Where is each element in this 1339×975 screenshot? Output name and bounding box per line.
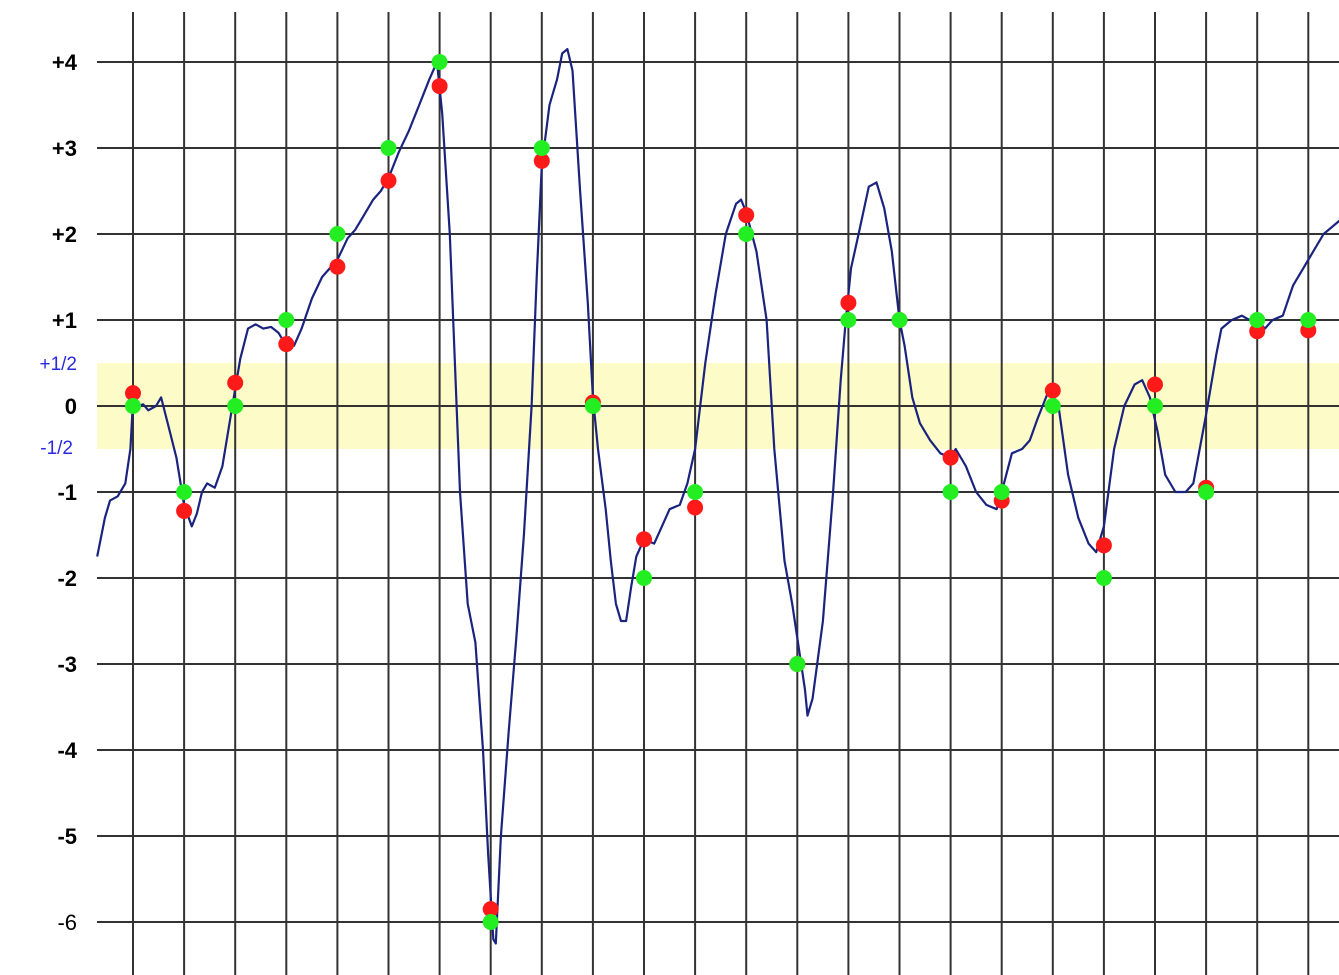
- quantized-point: [227, 398, 244, 414]
- quantized-point: [1249, 312, 1266, 328]
- quantized-point: [1198, 484, 1215, 500]
- sample-point: [636, 531, 652, 548]
- quantized-point: [176, 484, 193, 500]
- y-tick-label: -3: [57, 652, 77, 677]
- quantized-point: [789, 656, 806, 672]
- quantized-point: [1095, 570, 1112, 586]
- sample-point: [1044, 382, 1061, 399]
- quantized-point: [1300, 312, 1317, 328]
- y-tick-label: +3: [52, 136, 77, 161]
- y-tick-label: -5: [57, 824, 77, 849]
- quantized-point: [891, 312, 908, 328]
- sample-point: [1249, 323, 1266, 340]
- y-tick-label: -6: [57, 910, 77, 935]
- quantized-point: [431, 54, 448, 70]
- y-tick-label: +4: [52, 50, 78, 75]
- quantized-point: [687, 484, 704, 500]
- sample-point: [227, 374, 244, 391]
- sample-point: [278, 336, 295, 353]
- sample-point: [1147, 376, 1163, 393]
- quantized-point: [533, 140, 550, 156]
- quantized-point: [329, 226, 346, 242]
- sample-point: [329, 258, 346, 275]
- quantized-point: [482, 914, 499, 930]
- quantized-point: [942, 484, 959, 500]
- band-upper-label: +1/2: [39, 354, 77, 375]
- sample-point: [125, 385, 141, 402]
- quantized-point: [738, 226, 755, 242]
- quantized-point: [278, 312, 295, 328]
- band-lower-label: -1/2: [40, 438, 73, 459]
- sample-point: [380, 172, 397, 189]
- sample-point: [942, 449, 959, 466]
- quantized-point: [125, 398, 141, 414]
- sample-point: [840, 294, 857, 311]
- sample-point: [431, 78, 448, 95]
- sample-point: [176, 502, 193, 519]
- quantized-point: [1044, 398, 1061, 414]
- sample-point: [533, 152, 550, 169]
- quantized-points: [125, 54, 1317, 930]
- y-tick-label: -2: [57, 566, 77, 591]
- quantized-point: [636, 570, 652, 586]
- y-tick-label: -1: [57, 480, 77, 505]
- y-tick-label: +1: [52, 308, 77, 333]
- quantized-point: [1147, 398, 1163, 414]
- y-tick-label: -4: [57, 738, 77, 763]
- sample-point: [1095, 537, 1112, 554]
- quantized-point: [840, 312, 857, 328]
- sample-point: [738, 207, 755, 224]
- sample-point: [687, 499, 704, 516]
- quantized-point: [993, 484, 1010, 500]
- y-tick-label: 0: [65, 394, 77, 419]
- y-tick-label: +2: [52, 222, 77, 247]
- y-tick-labels: +4 +3 +2 +1 0 -1 -2 -3 -4 -5 -6: [52, 50, 78, 935]
- sample-point: [482, 901, 499, 918]
- quantized-point: [380, 140, 397, 156]
- quantized-point: [584, 398, 601, 414]
